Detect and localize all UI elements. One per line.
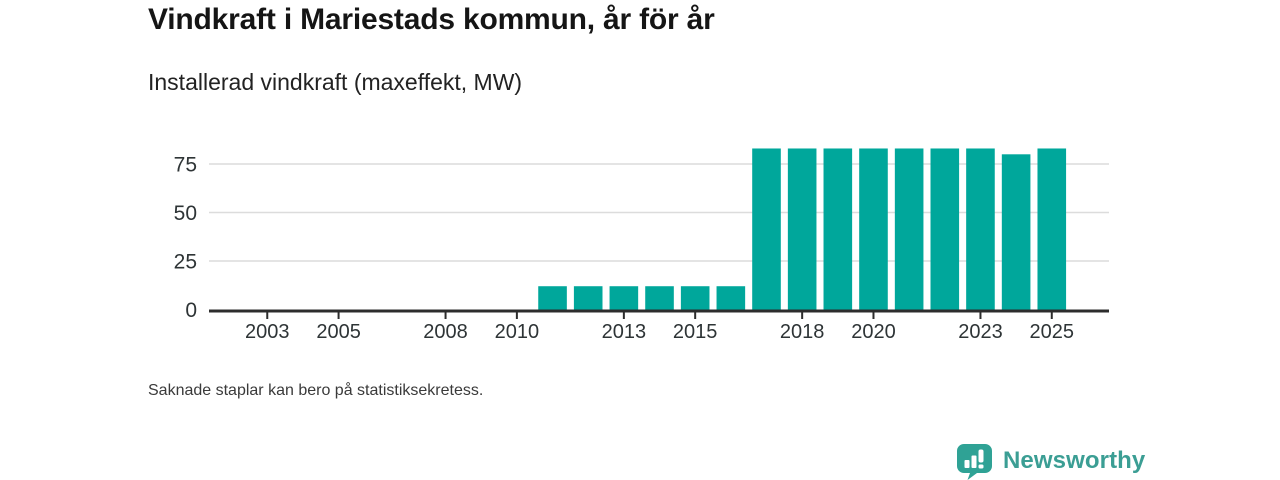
bar-2011	[538, 286, 567, 311]
x-tick-label-2005: 2005	[316, 321, 361, 343]
bar-2018	[787, 148, 817, 311]
bar-2012	[573, 286, 603, 311]
bar-2024	[1001, 154, 1031, 311]
x-tick-label-2015: 2015	[673, 321, 718, 343]
footnote: Saknade staplar kan bero på statistiksek…	[148, 382, 484, 399]
bar-2022	[930, 148, 960, 311]
y-tick-label-75: 75	[174, 154, 197, 177]
x-tick-label-2023: 2023	[958, 321, 1003, 343]
bar-2023	[966, 148, 995, 311]
x-tick-label-2010: 2010	[495, 321, 540, 343]
x-tick-label-2020: 2020	[851, 321, 896, 343]
x-tick-label-2013: 2013	[602, 321, 647, 343]
bar-2017	[752, 148, 781, 311]
bar-2025	[1037, 148, 1067, 311]
newsworthy-icon	[957, 443, 992, 480]
x-tick-label-2018: 2018	[780, 321, 825, 343]
y-tick-label-50: 50	[174, 202, 197, 225]
x-tick-label-2003: 2003	[245, 321, 290, 343]
x-tick-label-2025: 2025	[1030, 321, 1075, 343]
y-tick-label-0: 0	[185, 299, 197, 322]
bar-2013	[609, 286, 639, 311]
chart-subtitle: Installerad vindkraft (maxeffekt, MW)	[148, 69, 523, 95]
bar-2014	[645, 286, 674, 311]
bar-2021	[894, 148, 924, 311]
brand-logo: Newsworthy	[955, 442, 1145, 480]
chart-title: Vindkraft i Mariestads kommun, år för år	[148, 3, 715, 36]
brand-name: Newsworthy	[1003, 447, 1146, 474]
x-tick-label-2008: 2008	[423, 321, 468, 343]
bar-2019	[823, 148, 853, 311]
bar-2016	[716, 286, 746, 311]
bar-2020	[859, 148, 888, 311]
y-tick-label-25: 25	[174, 251, 197, 274]
bar-2015	[680, 286, 710, 311]
